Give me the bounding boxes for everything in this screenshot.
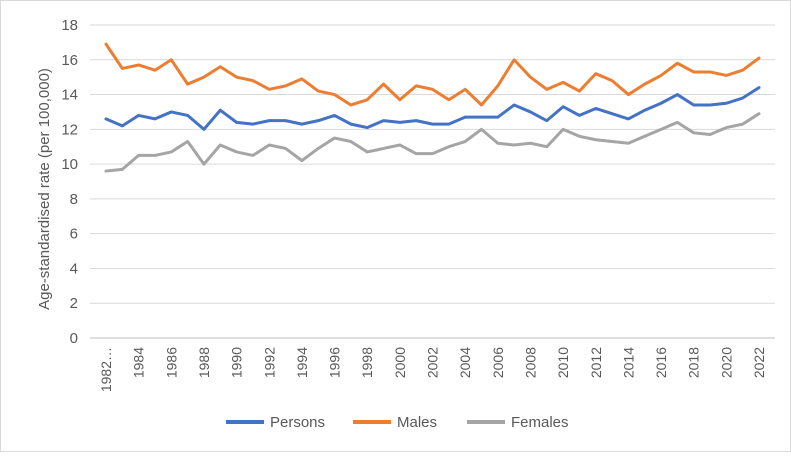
legend-item-females: Females: [467, 414, 569, 431]
x-tick-label: 2022: [751, 347, 767, 378]
y-tick-label: 4: [70, 260, 78, 277]
legend-label: Males: [397, 414, 437, 431]
series-lines: [104, 42, 761, 173]
x-tick-label: 1988: [196, 347, 212, 378]
x-tick-label: 2006: [490, 347, 506, 378]
y-tick-label: 0: [70, 330, 78, 347]
gridlines: [90, 24, 775, 339]
legend-item-persons: Persons: [226, 414, 325, 431]
y-tick-label: 16: [61, 52, 78, 69]
x-tick-label: 1990: [229, 347, 245, 378]
x-tick-label: 2008: [522, 347, 538, 378]
x-tick-label: 1986: [163, 347, 179, 378]
y-tick-label: 12: [61, 121, 78, 138]
y-tick-label: 8: [70, 191, 78, 208]
y-axis-title: Age-standardised rate (per 100,000): [36, 68, 53, 310]
x-tick-label: 2002: [425, 347, 441, 378]
y-tick-label: 2: [70, 295, 78, 312]
x-tick-label: 2000: [392, 347, 408, 378]
legend-label: Females: [511, 414, 569, 431]
x-tick-label: 2014: [620, 347, 636, 378]
x-tick-label: 2012: [588, 347, 604, 378]
y-tick-label: 14: [61, 87, 78, 104]
series-line-persons: [104, 86, 761, 131]
x-tick-label: 2004: [457, 347, 473, 378]
x-tick-label: 1982…: [98, 347, 114, 392]
x-tick-label: 2016: [653, 347, 669, 378]
x-axis-ticks: 1982… 1984 1986 1988 1990 1992 1994 1996 1998 200…: [98, 347, 767, 392]
y-tick-label: 18: [61, 17, 78, 34]
legend-label: Persons: [270, 414, 325, 431]
x-tick-label: 1994: [294, 347, 310, 378]
x-tick-label: 2018: [686, 347, 702, 378]
legend-item-males: Males: [353, 414, 437, 431]
x-tick-label: 1984: [131, 347, 147, 378]
x-tick-label: 1996: [327, 347, 343, 378]
x-tick-label: 2020: [718, 347, 734, 378]
x-tick-label: 2010: [555, 347, 571, 378]
series-line-males: [104, 42, 761, 107]
legend: Persons Males Females: [226, 414, 569, 431]
y-tick-label: 6: [70, 226, 78, 243]
x-tick-label: 1992: [261, 347, 277, 378]
x-tick-label: 1998: [359, 347, 375, 378]
y-axis-ticks: 0 2 4 6 8 10 12 14 16 18: [61, 17, 78, 347]
y-tick-label: 10: [61, 156, 78, 173]
series-line-females: [104, 112, 761, 173]
